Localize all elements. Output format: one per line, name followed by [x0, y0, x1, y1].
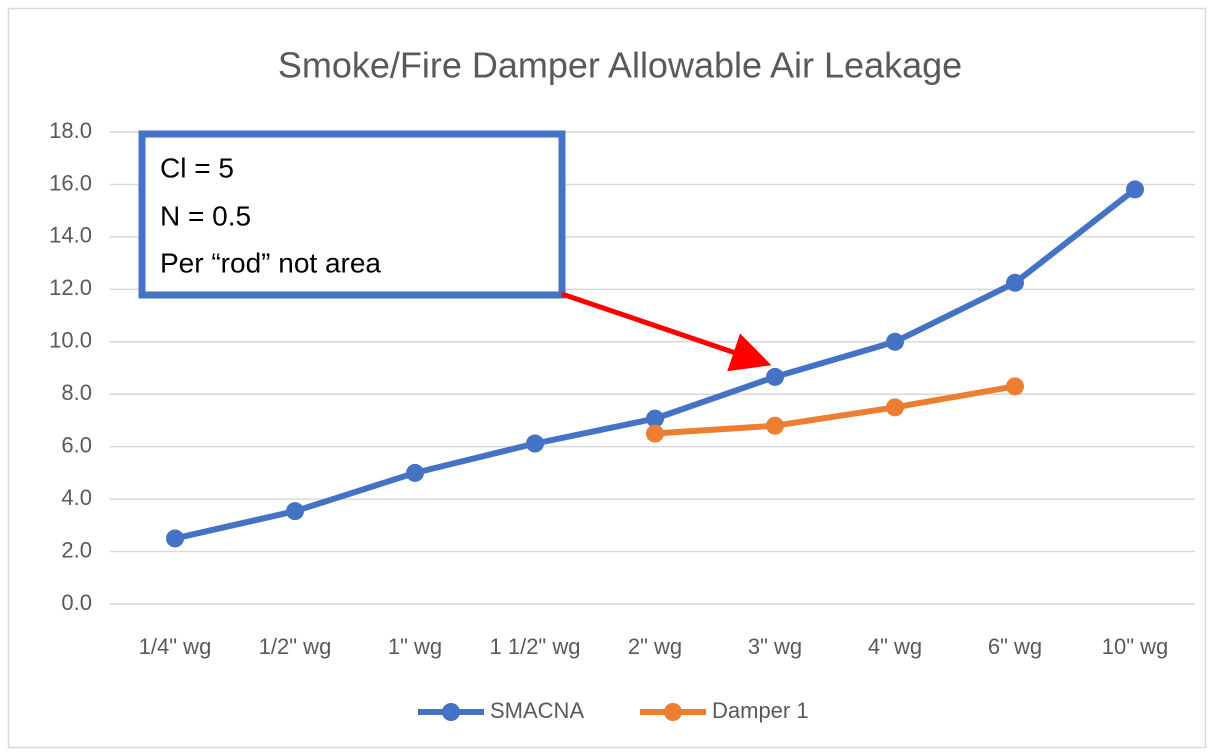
series-marker — [886, 398, 904, 417]
y-tick-label: 0.0 — [61, 590, 92, 615]
x-tick-label: 6" wg — [988, 634, 1042, 659]
x-tick-label: 2" wg — [628, 634, 682, 659]
y-tick-label: 2.0 — [61, 537, 92, 562]
chart-title: Smoke/Fire Damper Allowable Air Leakage — [278, 45, 962, 86]
series-line — [654, 383, 1016, 437]
series-marker — [766, 367, 784, 386]
annotation-text: N = 0.5 — [160, 200, 251, 231]
x-tick-label: 10" wg — [1102, 634, 1169, 659]
y-tick-label: 12.0 — [49, 275, 92, 300]
legend-label: SMACNA — [490, 698, 584, 723]
x-tick-label: 1 1/2" wg — [490, 634, 581, 659]
y-tick-label: 18.0 — [49, 118, 92, 143]
annotation-text: Per “rod” not area — [160, 247, 381, 278]
plot — [166, 180, 1144, 548]
annotation: Cl = 5 N = 0.5 Per “rod” not area — [138, 130, 772, 372]
series-marker — [406, 463, 424, 482]
series-marker — [1006, 273, 1024, 292]
series-marker — [646, 424, 664, 443]
series-marker — [286, 502, 304, 521]
annotation-arrow — [561, 291, 772, 372]
y-tick-label: 10.0 — [49, 328, 92, 353]
y-tick-label: 8.0 — [61, 380, 92, 405]
annotation-box — [138, 130, 566, 299]
legend-label: Damper 1 — [712, 698, 809, 723]
y-tick-label: 14.0 — [49, 223, 92, 248]
series-marker — [1126, 180, 1144, 199]
y-tick-label: 4.0 — [61, 485, 92, 510]
series-marker — [526, 434, 544, 453]
x-tick-label: 4" wg — [868, 634, 922, 659]
x-tick-label: 1/4" wg — [139, 634, 212, 659]
series-marker — [1006, 377, 1024, 396]
x-tick-label: 1" wg — [388, 634, 442, 659]
annotation-text: Cl = 5 — [160, 152, 234, 183]
series-marker — [766, 416, 784, 435]
y-tick-label: 6.0 — [61, 432, 92, 457]
legend-marker — [664, 703, 682, 721]
y-tick-label: 16.0 — [49, 170, 92, 195]
series-marker — [646, 409, 664, 428]
series-marker — [886, 332, 904, 351]
legend: SMACNA Damper 1 — [418, 698, 809, 723]
x-tick-label: 3" wg — [748, 634, 802, 659]
legend-marker — [442, 703, 460, 721]
series-marker — [166, 529, 184, 548]
x-tick-label: 1/2" wg — [259, 634, 332, 659]
grid: 0.0 2.0 4.0 6.0 8.0 10.0 12.0 14.0 16.0 18.0 1/4" … — [49, 118, 1195, 659]
